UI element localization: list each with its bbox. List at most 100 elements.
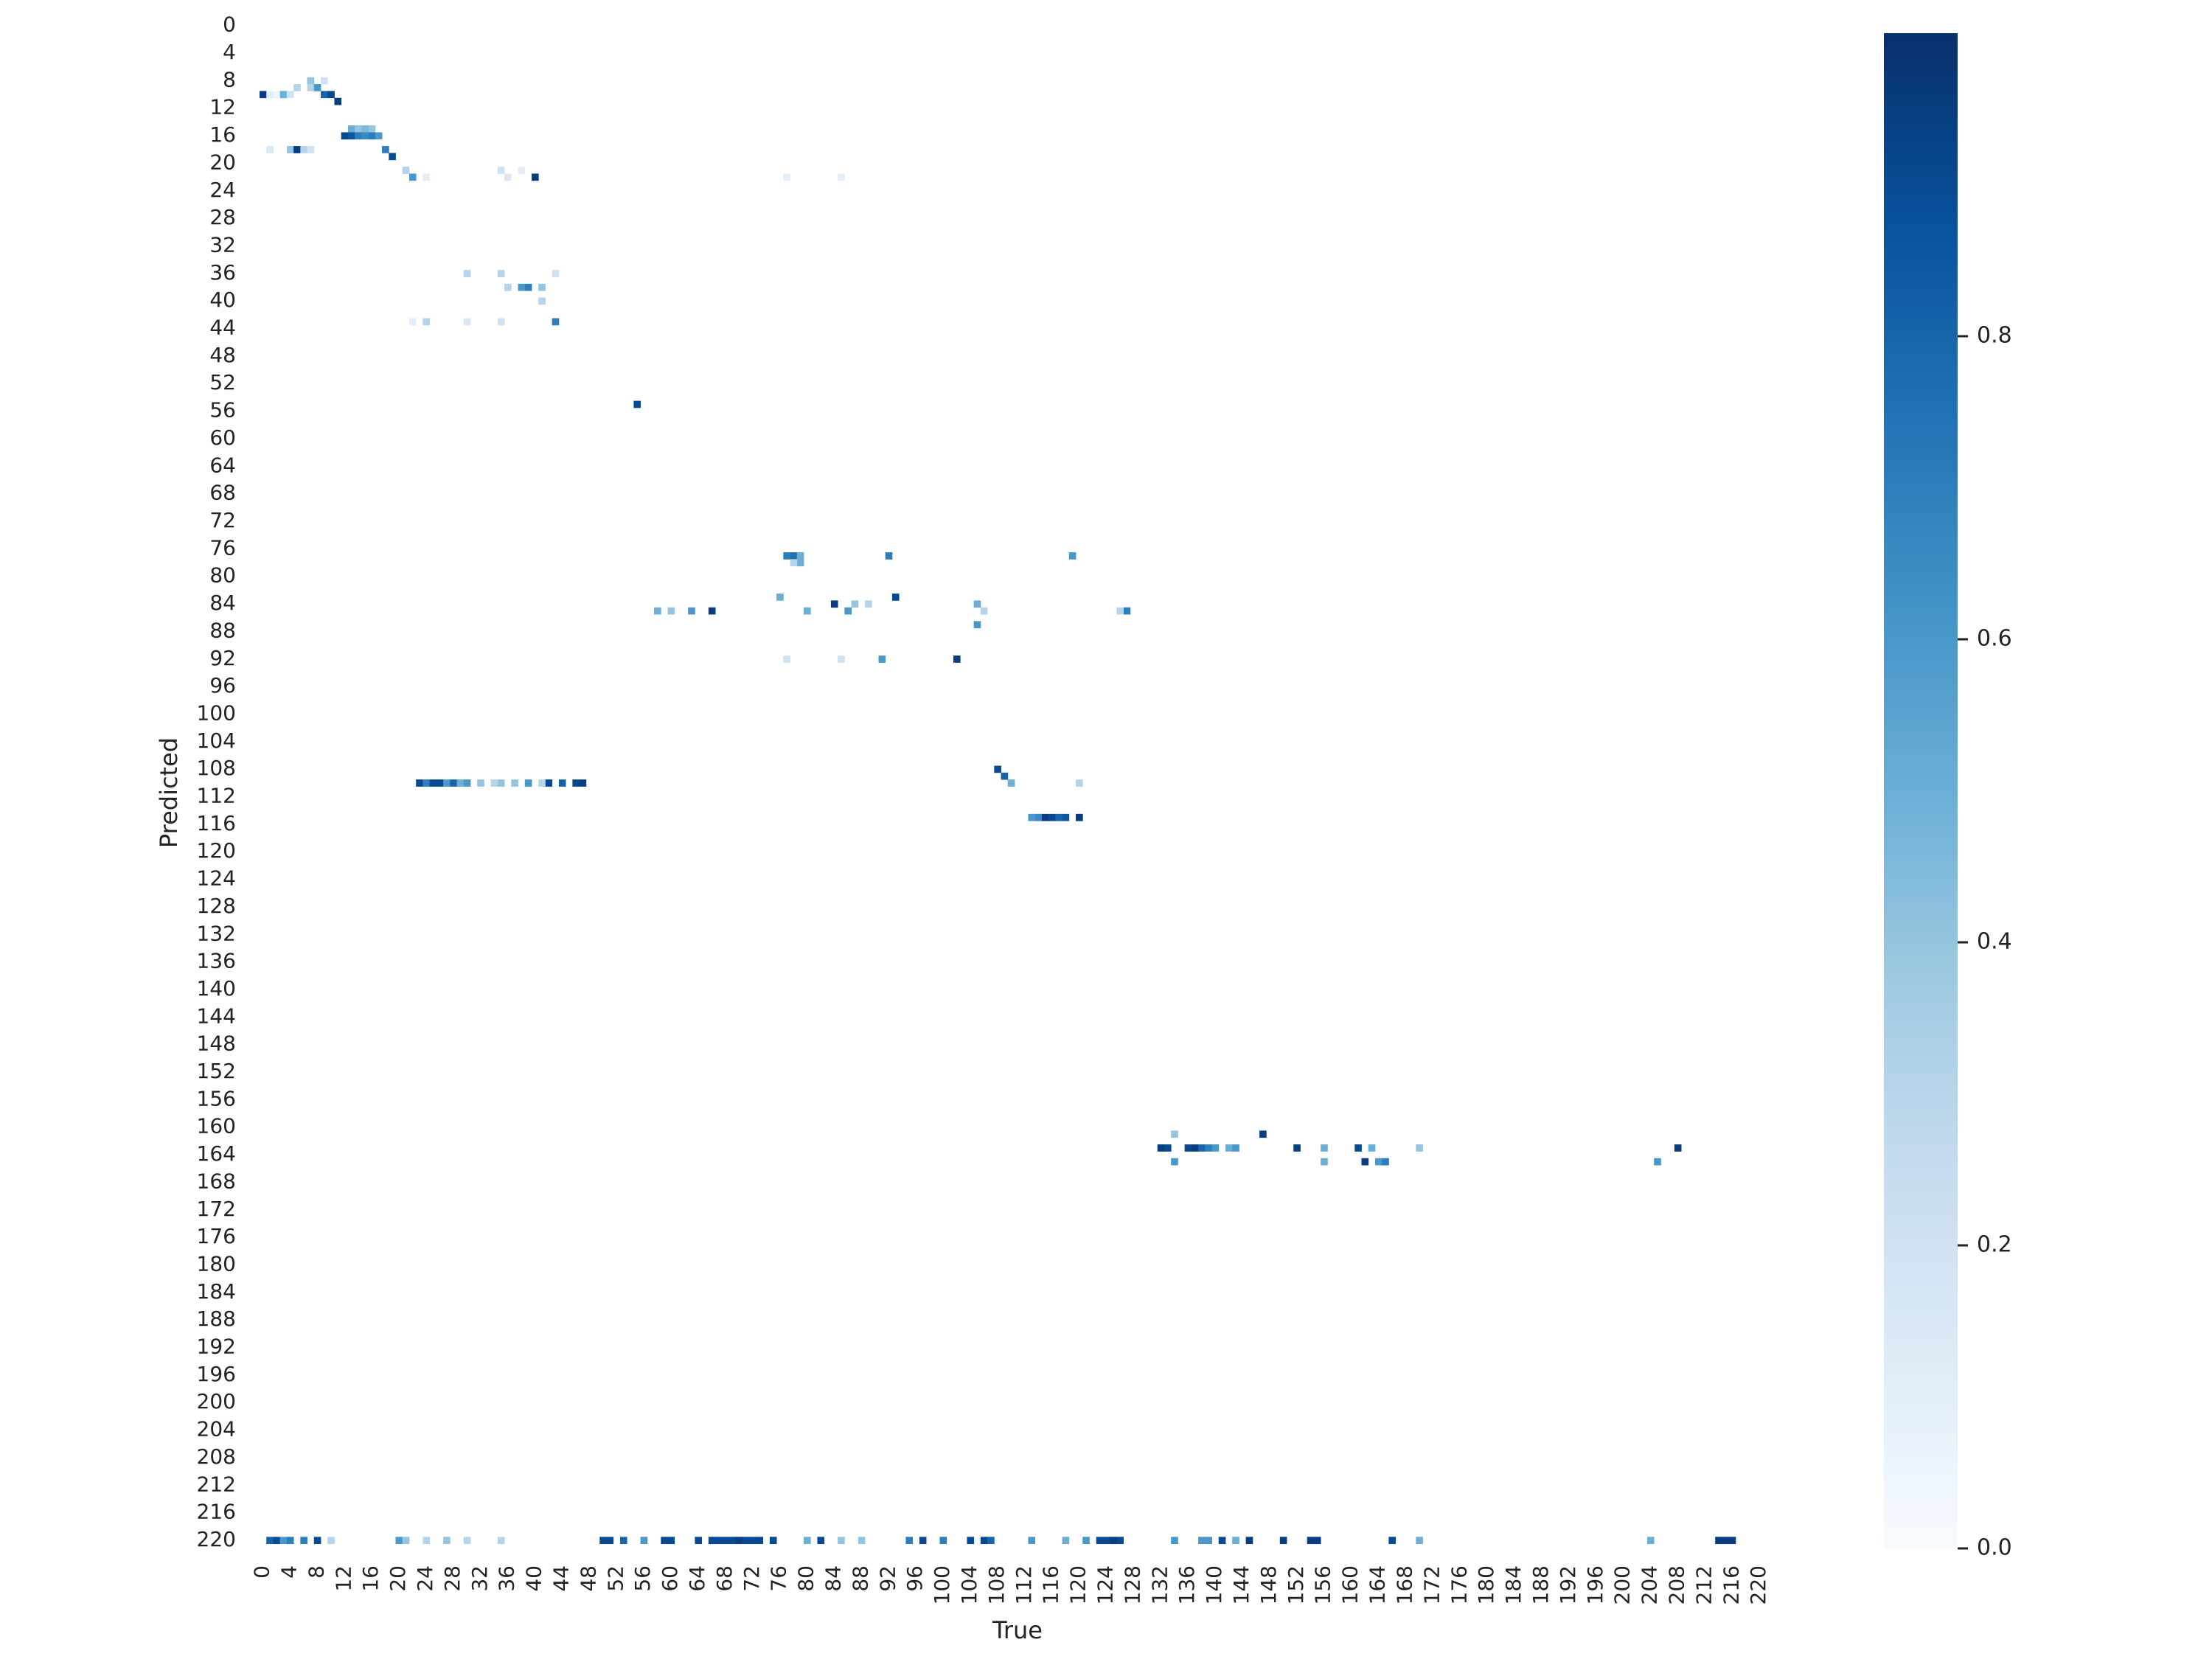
heatmap-cell [973,621,981,629]
heatmap-cell [1354,1144,1362,1152]
heatmap-cell [1293,1144,1301,1152]
y-tick-label: 68 [209,481,236,505]
y-tick-label: 220 [197,1527,236,1551]
heatmap-cell [463,779,471,787]
x-tick-label: 12 [331,1565,355,1592]
heatmap-cell [667,1537,675,1545]
heatmap-cell [463,270,471,277]
y-tick-label: 192 [197,1335,236,1359]
x-tick-label: 124 [1093,1565,1118,1604]
x-tick-label: 4 [277,1565,302,1579]
x-tick-label: 148 [1256,1565,1281,1604]
x-tick-label: 88 [848,1565,872,1592]
x-tick-label: 212 [1691,1565,1716,1604]
heatmap-cell [558,779,566,787]
heatmap-cell [804,607,811,615]
heatmap-cell [1198,1537,1206,1545]
x-tick-label: 160 [1338,1565,1363,1604]
heatmap-cell [1184,1144,1192,1152]
heatmap-cell [361,125,369,133]
y-tick-label: 24 [209,178,236,202]
heatmap-cell [1368,1144,1376,1152]
x-tick-label: 32 [467,1565,492,1592]
heatmap-cell [1674,1144,1682,1152]
y-tick-label: 128 [197,894,236,918]
y-tick-label: 176 [197,1224,236,1248]
heatmap-cell [695,1537,703,1545]
y-tick-label: 92 [209,646,236,670]
heatmap-cell [722,1537,729,1545]
heatmap-cell [334,97,342,105]
y-tick-label: 196 [197,1362,236,1386]
heatmap-cell [1102,1537,1110,1545]
heatmap-cell [796,552,804,560]
heatmap-cell [477,779,484,787]
heatmap-cell [715,1537,723,1545]
y-tick-label: 108 [197,756,236,780]
heatmap-cell [538,297,546,305]
heatmap-cell [1116,1537,1124,1545]
x-tick-label: 52 [603,1565,627,1592]
heatmap-cell [980,607,988,615]
y-tick-label: 136 [197,949,236,973]
heatmap-cell [463,318,471,326]
heatmap-cell [735,1537,743,1545]
heatmap-cell [891,594,900,601]
heatmap-cell [368,125,376,133]
heatmap-cell [1076,779,1083,787]
heatmap-cell [1082,1537,1090,1545]
heatmap-cell [1374,1158,1382,1166]
heatmap-cell [851,600,859,608]
x-tick-label: 152 [1284,1565,1308,1604]
heatmap-cell [313,84,321,91]
heatmap-cell [422,1537,431,1545]
heatmap-cell [640,1537,648,1545]
heatmap-cell [497,270,505,277]
heatmap-cell [422,173,431,181]
y-tick-label: 216 [197,1500,236,1524]
heatmap-cell [321,77,328,85]
x-tick-label: 180 [1474,1565,1498,1604]
heatmap-cell [1715,1537,1722,1545]
heatmap-cell [967,1537,975,1545]
x-tick-label: 128 [1120,1565,1144,1604]
heatmap-cell [293,146,301,153]
heatmap-cell [1361,1158,1369,1166]
heatmap-cell [1164,1144,1172,1152]
heatmap-cell [355,132,362,140]
y-tick-label: 32 [209,233,236,257]
heatmap-cell [408,318,417,326]
y-tick-label: 116 [197,811,236,835]
heatmap-cell [463,1537,471,1545]
y-tick-label: 84 [209,591,236,615]
heatmap-cell [524,779,532,787]
y-tick-label: 80 [209,563,236,588]
y-tick-label: 184 [197,1279,236,1304]
heatmap-cell [524,283,532,291]
y-tick-label: 12 [209,95,236,119]
heatmap-cell [382,146,389,153]
heatmap-cell [953,655,961,663]
x-axis-ticks: 0 4 8 12 16 20 24 28 32 36 40 44 48 52 56 60 64 68 72 76 80 8… [250,1565,1771,1604]
heatmap-cell [321,91,328,99]
heatmap-cell [1205,1537,1212,1545]
y-tick-label: 100 [197,701,236,726]
heatmap-cell [667,607,675,615]
x-tick-label: 116 [1039,1565,1063,1604]
heatmap-cell [1382,1158,1389,1166]
heatmap-cell [661,1537,668,1545]
heatmap-cell [865,600,872,608]
x-tick-label: 216 [1719,1565,1743,1604]
heatmap-cell [368,132,376,140]
heatmap-cell [1157,1144,1165,1152]
heatmap-cell [844,607,852,615]
heatmap-cell [619,1537,627,1545]
heatmap-cell [490,779,498,787]
x-tick-label: 68 [712,1565,737,1592]
heatmap-cell [1416,1537,1423,1545]
y-tick-label: 172 [197,1197,236,1221]
y-tick-label: 16 [209,122,236,147]
heatmap-cell [980,1537,988,1545]
heatmap-cell [518,167,526,174]
y-axis-ticks: 0481216202428323640444852566064687276808… [197,13,236,1551]
